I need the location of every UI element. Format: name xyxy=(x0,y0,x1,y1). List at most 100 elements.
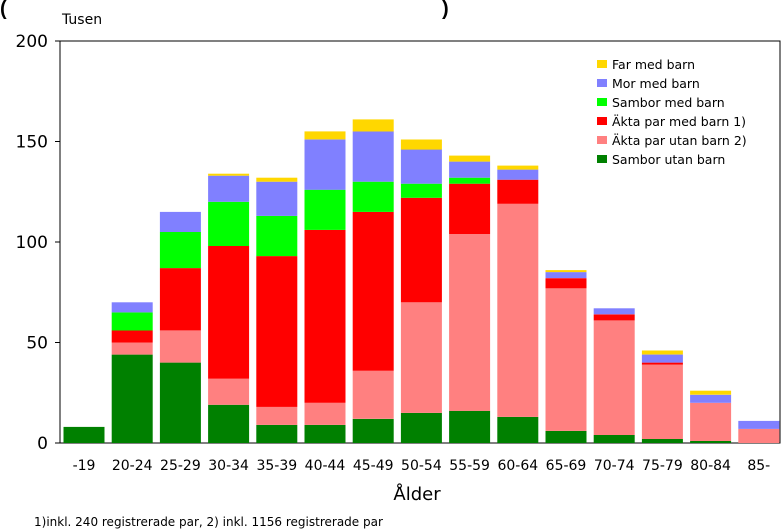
bar-segment xyxy=(400,149,442,184)
legend-label: Sambor utan barn xyxy=(612,152,725,167)
bar-segment xyxy=(641,362,683,365)
bar-segment xyxy=(159,211,201,232)
chart-title-open-paren: ( xyxy=(0,0,7,20)
bar-segment xyxy=(256,215,298,257)
bar-segment xyxy=(304,139,346,190)
bar-segment xyxy=(256,406,298,425)
x-tick-label: 30-34 xyxy=(208,458,249,474)
bar-segment xyxy=(497,165,539,170)
bar-segment xyxy=(593,435,635,443)
legend-label: Äkta par utan barn 2) xyxy=(612,133,747,148)
bar-segment xyxy=(449,161,491,178)
legend-swatch xyxy=(597,155,607,163)
legend-swatch xyxy=(597,60,607,68)
x-tick-label: 65-69 xyxy=(546,458,587,474)
bar-segment xyxy=(690,394,732,403)
bar-segment xyxy=(593,308,635,315)
legend-label: Äkta par med barn 1) xyxy=(612,114,746,129)
bar-segment xyxy=(497,203,539,417)
bar-segment xyxy=(738,420,780,429)
bar-segment xyxy=(690,441,732,443)
bar-segment xyxy=(449,177,491,184)
bar-segment xyxy=(400,139,442,150)
bar-segment xyxy=(159,231,201,269)
bar-segment xyxy=(449,183,491,234)
legend: Far med barn Mor med barn Sambor med barn Ä… xyxy=(597,57,747,167)
bar-segment xyxy=(545,430,587,443)
bar-segment xyxy=(208,246,250,379)
bar-segment xyxy=(352,119,394,132)
bar-segment xyxy=(159,268,201,331)
bar-segment xyxy=(641,350,683,355)
bar-segment xyxy=(304,229,346,403)
bar-segment xyxy=(159,330,201,363)
bar-segment xyxy=(497,169,539,180)
bar-segment xyxy=(545,272,587,279)
bar-segment xyxy=(304,424,346,443)
bar-segment xyxy=(208,201,250,246)
bar-segment xyxy=(593,314,635,321)
x-tick-label: 60-64 xyxy=(497,458,538,474)
legend-swatch xyxy=(597,79,607,87)
bar-segment xyxy=(256,177,298,182)
bar-segment xyxy=(352,181,394,212)
bar-segment xyxy=(111,342,153,355)
bar-segment xyxy=(111,330,153,343)
bar-segment xyxy=(545,278,587,289)
bar-segment xyxy=(738,428,780,443)
bar-segment xyxy=(449,234,491,411)
y-tick-label: 0 xyxy=(37,434,48,454)
y-tick-label: 100 xyxy=(16,233,48,253)
footnote: 1)inkl. 240 registrerade par, 2) inkl. 1… xyxy=(34,515,383,529)
bar-segment xyxy=(159,362,201,443)
bar-segment xyxy=(545,288,587,431)
x-tick-label: 20-24 xyxy=(112,458,153,474)
y-axis-label: Tusen xyxy=(61,12,102,28)
bar-segment xyxy=(593,320,635,435)
x-tick-label: 40-44 xyxy=(305,458,346,474)
bar-segment xyxy=(400,197,442,303)
legend-swatch xyxy=(597,98,607,106)
legend-swatch xyxy=(597,117,607,125)
bar-segment xyxy=(641,364,683,439)
bar-segment xyxy=(352,131,394,182)
x-tick-label: -19 xyxy=(73,458,96,474)
bar-segment xyxy=(641,439,683,443)
bar-segment xyxy=(352,418,394,443)
bar-segment xyxy=(400,183,442,198)
bar-segment xyxy=(545,270,587,273)
y-tick-label: 50 xyxy=(26,334,48,354)
bar-segment xyxy=(304,189,346,230)
legend-label: Mor med barn xyxy=(612,76,700,91)
y-tick-label: 150 xyxy=(16,133,48,153)
bar-segment xyxy=(497,179,539,204)
legend-label: Sambor med barn xyxy=(612,95,725,110)
bar-segment xyxy=(641,354,683,363)
bar-segment xyxy=(690,402,732,441)
bar-segment xyxy=(256,256,298,407)
y-ticks-group: 0 50 100 150 200 xyxy=(16,32,60,454)
bar-segment xyxy=(352,211,394,371)
bar-segment xyxy=(304,131,346,140)
x-tick-label: 45-49 xyxy=(353,458,394,474)
x-ticks-group: -19 20-24 25-29 30-34 35-39 40-44 45-49 50-54 55… xyxy=(73,458,771,474)
bars-group xyxy=(63,119,780,443)
bar-segment xyxy=(208,173,250,176)
x-tick-label: 55-59 xyxy=(449,458,490,474)
bar-segment xyxy=(449,410,491,443)
bar-segment xyxy=(304,402,346,425)
bar-segment xyxy=(400,412,442,443)
x-axis-label: Ålder xyxy=(393,483,441,505)
x-tick-label: 75-79 xyxy=(642,458,683,474)
bar-segment xyxy=(256,424,298,443)
legend-swatch xyxy=(597,136,607,144)
bar-segment xyxy=(208,175,250,202)
bar-segment xyxy=(111,302,153,313)
x-tick-label: 70-74 xyxy=(594,458,635,474)
bar-segment xyxy=(111,312,153,331)
bar-segment xyxy=(497,416,539,443)
x-tick-label: 35-39 xyxy=(256,458,297,474)
bar-segment xyxy=(208,378,250,405)
bar-segment xyxy=(63,426,105,443)
